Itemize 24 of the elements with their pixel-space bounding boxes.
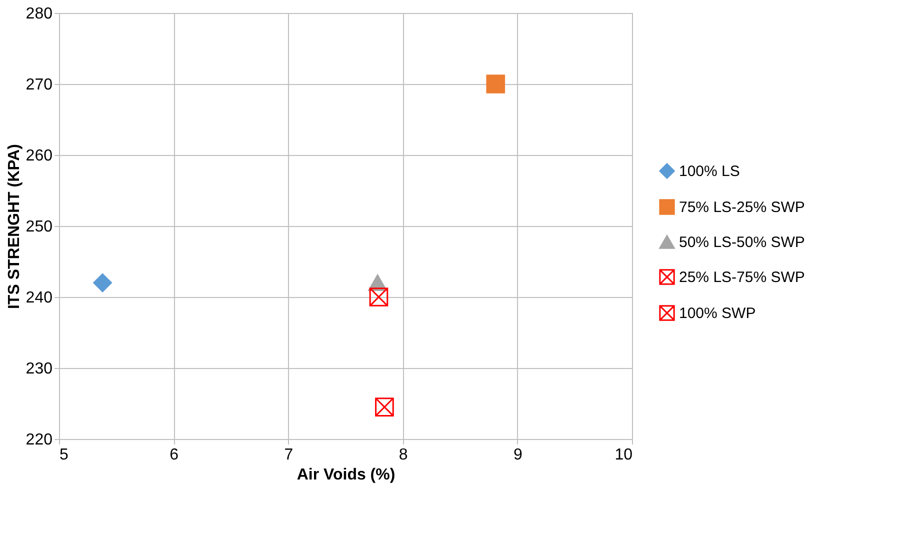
x-tick-label: 6	[170, 446, 179, 464]
legend-label: 100% SWP	[679, 305, 756, 322]
point	[375, 398, 394, 416]
legend-label: 50% LS-50% SWP	[679, 234, 805, 251]
y-axis-title: ITS STRENGHT (KPA)	[6, 144, 23, 310]
y-tick-label: 250	[26, 218, 53, 236]
y-tick-label: 240	[26, 290, 53, 306]
y-tick-label: 270	[26, 76, 53, 94]
legend-label: 100% LS	[679, 163, 740, 180]
point	[369, 288, 388, 306]
x-tick-label: 5	[60, 446, 68, 464]
y-tick-label: 280	[26, 6, 53, 22]
y-tick-label: 220	[26, 432, 53, 448]
x-tick-label: 7	[284, 446, 294, 464]
x-axis-title: Air Voids (%)	[296, 466, 396, 484]
y-tick-label: 230	[26, 360, 53, 378]
point	[93, 273, 112, 292]
legend-label: 75% LS-25% SWP	[679, 199, 805, 216]
x-tick-label: 10	[614, 446, 633, 464]
y-tick-label: 260	[26, 148, 53, 164]
legend-label: 25% LS-75% SWP	[679, 269, 805, 286]
point	[486, 74, 506, 94]
x-tick-label: 8	[398, 446, 408, 464]
x-tick-label: 9	[513, 446, 522, 464]
